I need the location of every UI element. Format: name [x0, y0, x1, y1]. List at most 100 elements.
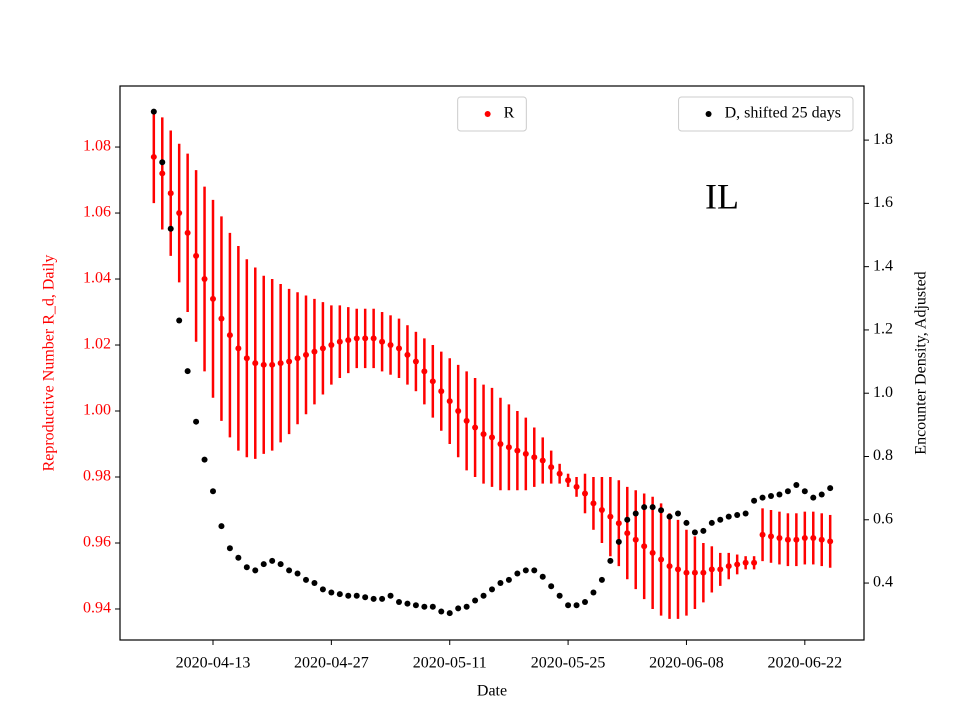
point: [421, 603, 428, 610]
point: [497, 580, 504, 587]
x-tick-label: 2020-06-08: [649, 655, 724, 672]
point: [387, 342, 394, 349]
point: [649, 549, 656, 556]
legend-label: D, shifted 25 days: [725, 105, 841, 122]
y2-tick-label: 1.8: [873, 131, 893, 148]
point: [184, 368, 191, 375]
point: [455, 605, 462, 612]
point: [751, 559, 758, 566]
point: [387, 592, 394, 599]
point: [243, 564, 250, 571]
point: [573, 483, 580, 490]
point: [311, 348, 318, 355]
y-tick-label: 0.94: [83, 600, 111, 617]
point: [345, 337, 352, 344]
point: [218, 315, 225, 322]
y2-tick-label: 0.4: [873, 574, 893, 591]
point: [235, 345, 242, 352]
point: [201, 276, 208, 283]
point: [565, 602, 572, 609]
point: [294, 570, 301, 577]
x-tick-label: 2020-04-13: [176, 655, 251, 672]
point: [801, 535, 808, 542]
point: [666, 513, 673, 520]
point: [150, 108, 157, 115]
point: [641, 543, 648, 550]
point: [404, 351, 411, 358]
legend-marker: [705, 111, 712, 117]
point: [159, 159, 166, 166]
point: [396, 599, 402, 606]
point: [776, 535, 783, 542]
point: [734, 561, 741, 568]
point: [818, 491, 825, 498]
point: [607, 513, 614, 520]
point: [362, 594, 369, 601]
point: [260, 361, 267, 368]
point: [531, 454, 538, 461]
point: [159, 170, 166, 177]
point: [691, 529, 698, 536]
point: [218, 523, 225, 530]
point: [429, 603, 436, 610]
point: [801, 488, 808, 495]
point: [768, 493, 774, 500]
x-axis-label: Date: [477, 683, 507, 700]
point: [345, 592, 352, 599]
point: [294, 355, 301, 362]
point: [810, 494, 817, 501]
point: [624, 516, 631, 523]
point: [573, 602, 580, 609]
point: [277, 561, 284, 568]
point: [379, 338, 386, 345]
point: [598, 576, 605, 583]
point: [489, 434, 495, 441]
point: [768, 533, 774, 540]
point: [362, 335, 369, 342]
point: [590, 500, 597, 507]
point: [666, 563, 673, 570]
legend-label: R: [504, 105, 515, 122]
point: [700, 527, 707, 534]
point: [505, 576, 512, 583]
point: [412, 602, 419, 609]
point: [184, 229, 191, 236]
point: [759, 494, 766, 501]
plot-frame: [119, 85, 865, 641]
point: [514, 570, 521, 577]
point: [210, 295, 216, 302]
point: [675, 566, 681, 573]
legend-marker: [484, 111, 491, 117]
point: [649, 504, 656, 511]
annotation: IL: [705, 176, 739, 216]
point: [438, 608, 445, 615]
y-tick-label: 1.00: [83, 402, 111, 419]
point: [675, 510, 681, 517]
point: [497, 441, 504, 448]
point: [505, 444, 512, 451]
point: [269, 557, 276, 564]
point: [751, 497, 758, 504]
y2-tick-label: 1.6: [873, 194, 893, 211]
y-tick-label: 0.98: [83, 468, 111, 485]
point: [150, 153, 157, 160]
point: [556, 470, 563, 477]
point: [277, 360, 284, 367]
point: [556, 592, 563, 599]
point: [235, 554, 242, 561]
point: [396, 345, 402, 352]
point: [286, 567, 293, 574]
point: [210, 488, 216, 495]
point: [742, 559, 749, 566]
point: [590, 589, 597, 596]
point: [286, 358, 293, 365]
point: [480, 592, 487, 599]
point: [463, 603, 470, 610]
point: [193, 418, 200, 425]
point: [632, 536, 639, 543]
point: [379, 595, 386, 602]
y2-axis-label: Encounter Density, Adjusted: [913, 271, 930, 454]
point: [260, 561, 267, 568]
y-tick-label: 0.96: [83, 534, 111, 551]
